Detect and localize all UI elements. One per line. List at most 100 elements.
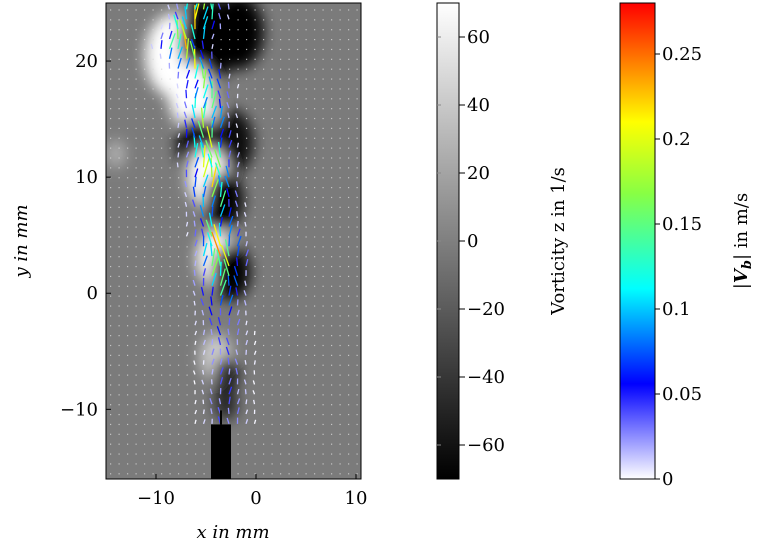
vector-dot: [246, 78, 247, 79]
vector-dot: [297, 207, 298, 208]
vector-dot: [170, 355, 171, 356]
vector-dot: [119, 404, 120, 405]
x-tick-label: 0: [250, 488, 261, 509]
velocity-arrow: [246, 321, 247, 325]
vector-dot: [110, 236, 111, 237]
vector-dot: [348, 473, 349, 474]
vector-dot: [161, 236, 162, 237]
vector-dot: [178, 394, 179, 395]
vector-dot: [280, 236, 281, 237]
vector-dot: [306, 444, 307, 445]
nozzle-tip: [220, 410, 222, 424]
vector-dot: [306, 39, 307, 40]
vector-dot: [314, 384, 315, 385]
vector-dot: [348, 444, 349, 445]
vector-dot: [272, 217, 273, 218]
vector-dot: [127, 424, 128, 425]
vector-dot: [314, 473, 315, 474]
vector-dot: [306, 296, 307, 297]
vector-dot: [280, 49, 281, 50]
vector-dot: [110, 266, 111, 267]
vector-dot: [119, 19, 120, 20]
vector-dot: [187, 444, 188, 445]
vector-dot: [238, 59, 239, 60]
vector-dot: [314, 365, 315, 366]
vector-dot: [144, 355, 145, 356]
vector-dot: [323, 315, 324, 316]
vector-dot: [127, 29, 128, 30]
vector-dot: [263, 305, 264, 306]
vector-dot: [170, 226, 171, 227]
vector-dot: [272, 226, 273, 227]
vector-dot: [348, 88, 349, 89]
vector-dot: [187, 315, 188, 316]
vector-dot: [119, 246, 120, 247]
vector-dot: [153, 157, 154, 158]
vector-dot: [297, 9, 298, 10]
vector-dot: [178, 226, 179, 227]
vector-dot: [229, 29, 230, 30]
vector-dot: [323, 276, 324, 277]
vector-dot: [314, 325, 315, 326]
vector-dot: [127, 365, 128, 366]
vector-dot: [357, 256, 358, 257]
vector-dot: [144, 197, 145, 198]
vector-dot: [348, 148, 349, 149]
vorticity-tick-label: −60: [467, 435, 505, 456]
vector-dot: [297, 473, 298, 474]
vector-dot: [323, 473, 324, 474]
vector-dot: [178, 325, 179, 326]
vector-dot: [306, 9, 307, 10]
vector-dot: [246, 118, 247, 119]
vector-dot: [187, 384, 188, 385]
vector-dot: [204, 453, 205, 454]
vector-dot: [331, 315, 332, 316]
vector-dot: [110, 39, 111, 40]
vector-dot: [170, 118, 171, 119]
vector-dot: [280, 69, 281, 70]
vector-dot: [340, 256, 341, 257]
vector-dot: [178, 375, 179, 376]
vector-dot: [272, 453, 273, 454]
vector-dot: [280, 335, 281, 336]
vector-dot: [280, 394, 281, 395]
vector-dot: [323, 59, 324, 60]
vector-dot: [178, 256, 179, 257]
vector-dot: [110, 9, 111, 10]
vector-dot: [340, 108, 341, 109]
vector-dot: [119, 453, 120, 454]
vector-dot: [306, 226, 307, 227]
vector-dot: [340, 39, 341, 40]
vector-dot: [297, 39, 298, 40]
vector-dot: [153, 138, 154, 139]
velocity-arrow: [238, 172, 239, 177]
vector-dot: [127, 345, 128, 346]
vector-dot: [161, 296, 162, 297]
vector-dot: [297, 167, 298, 168]
vector-dot: [238, 473, 239, 474]
vector-dot: [289, 384, 290, 385]
vector-dot: [153, 463, 154, 464]
velocity-arrow: [161, 40, 162, 49]
velocity-arrow: [255, 360, 256, 364]
vector-dot: [297, 59, 298, 60]
vector-dot: [314, 207, 315, 208]
vector-dot: [246, 88, 247, 89]
vector-dot: [127, 39, 128, 40]
vector-dot: [306, 29, 307, 30]
vector-dot: [170, 394, 171, 395]
vector-dot: [144, 118, 145, 119]
vector-dot: [272, 315, 273, 316]
vector-dot: [357, 444, 358, 445]
vector-dot: [144, 444, 145, 445]
vector-dot: [357, 424, 358, 425]
vector-dot: [246, 29, 247, 30]
vector-dot: [263, 473, 264, 474]
vector-dot: [340, 266, 341, 267]
vector-dot: [289, 375, 290, 376]
vector-dot: [127, 404, 128, 405]
vector-dot: [289, 138, 290, 139]
vector-dot: [297, 69, 298, 70]
vector-dot: [357, 59, 358, 60]
vector-dot: [136, 365, 137, 366]
